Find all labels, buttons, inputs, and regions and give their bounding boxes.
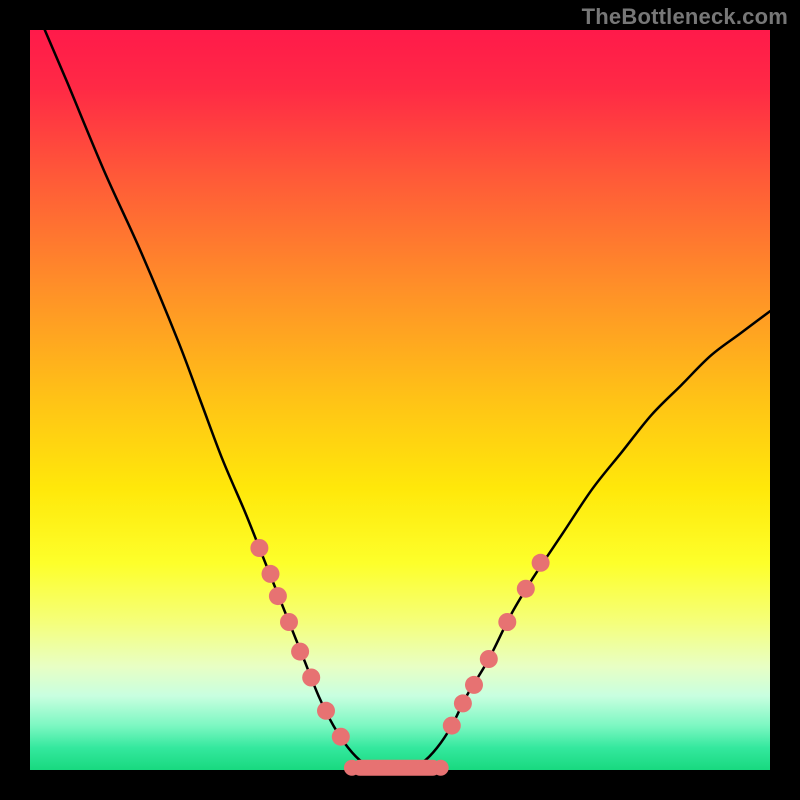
- curve-marker: [291, 643, 309, 661]
- bottom-marker-bar: [352, 760, 441, 776]
- watermark-text: TheBottleneck.com: [582, 4, 788, 30]
- bottom-marker-bar-cap: [344, 760, 360, 776]
- curve-marker: [532, 554, 550, 572]
- curve-marker: [465, 676, 483, 694]
- curve-marker: [454, 694, 472, 712]
- curve-marker: [269, 587, 287, 605]
- curve-marker: [517, 580, 535, 598]
- bottleneck-chart: [0, 0, 800, 800]
- curve-marker: [262, 565, 280, 583]
- gradient-background: [30, 30, 770, 770]
- bottom-marker-bar-cap: [433, 760, 449, 776]
- curve-marker: [480, 650, 498, 668]
- curve-marker: [280, 613, 298, 631]
- curve-marker: [498, 613, 516, 631]
- curve-marker: [302, 669, 320, 687]
- curve-marker: [317, 702, 335, 720]
- curve-marker: [332, 728, 350, 746]
- curve-marker: [443, 717, 461, 735]
- curve-marker: [250, 539, 268, 557]
